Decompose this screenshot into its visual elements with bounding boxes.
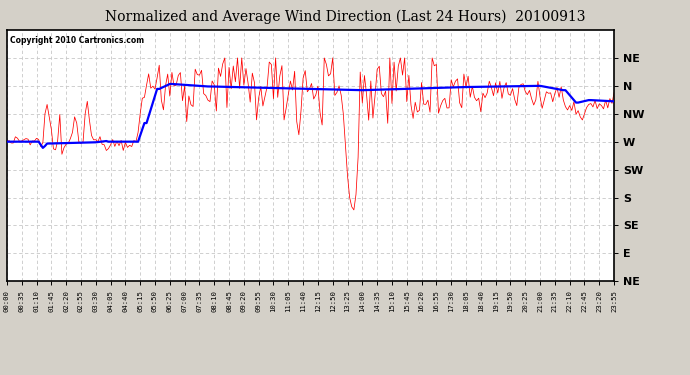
Text: Copyright 2010 Cartronics.com: Copyright 2010 Cartronics.com — [10, 36, 144, 45]
Text: Normalized and Average Wind Direction (Last 24 Hours)  20100913: Normalized and Average Wind Direction (L… — [105, 9, 585, 24]
